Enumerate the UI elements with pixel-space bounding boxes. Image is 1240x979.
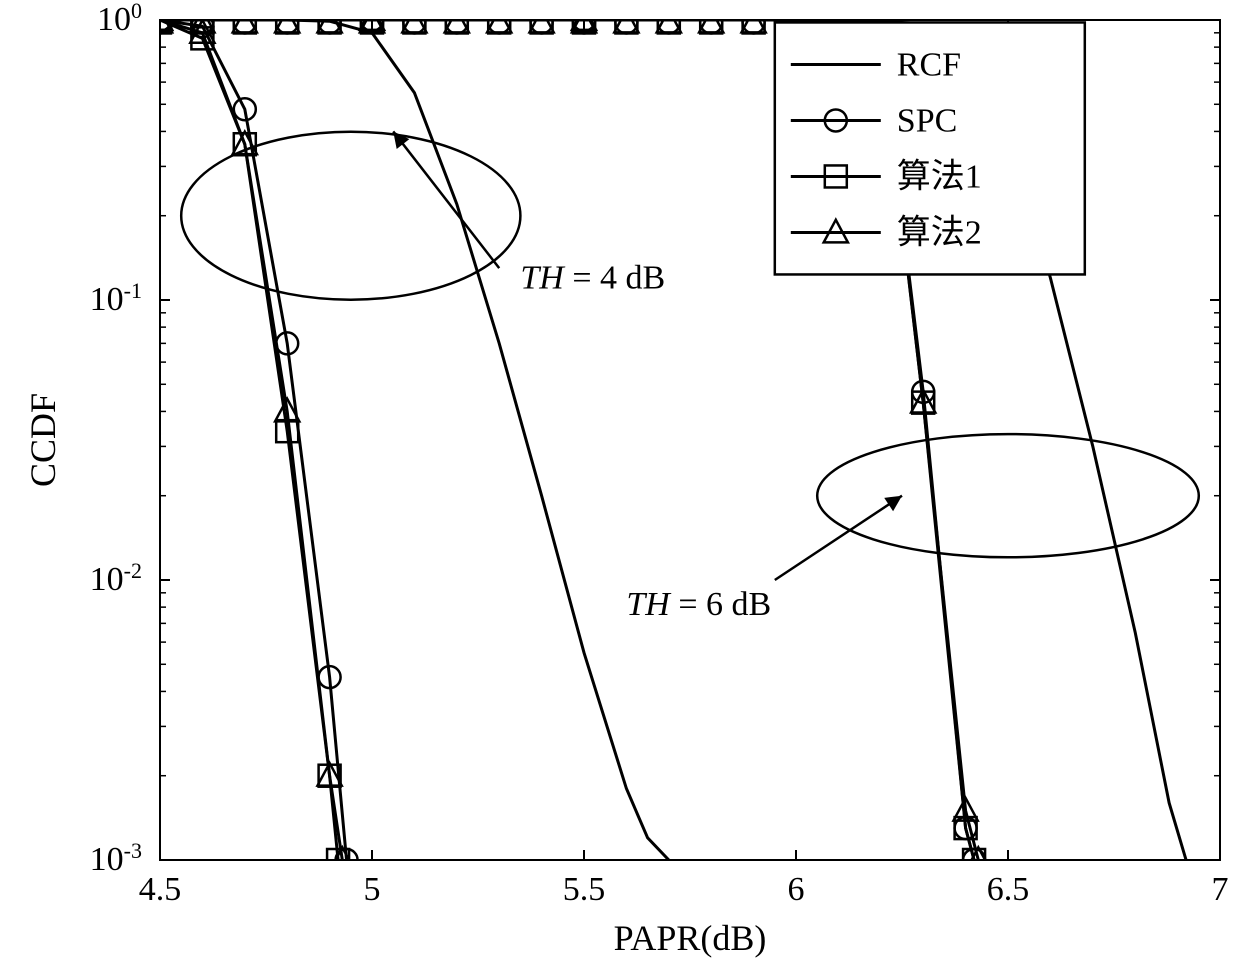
legend-item-label: SPC	[897, 102, 958, 139]
legend-item-label: 算法1	[897, 157, 982, 195]
x-axis-label: PAPR(dB)	[614, 918, 767, 958]
annotation-text-th6: TH = 6 dB	[626, 586, 771, 623]
x-tick-label: 4.5	[139, 871, 182, 908]
ccdf-papr-chart: 4.5 5 5.5 6 6.5 7 100 10-1 10-2 10-3 PAPR(dB) CCDF T…	[0, 0, 1240, 979]
y-tick-label: 10-2	[90, 558, 142, 599]
legend-item-label: RCF	[897, 46, 961, 83]
x-tick-label: 6.5	[987, 871, 1030, 908]
annotation-text-th4: TH = 4 dB	[520, 259, 665, 296]
x-tick-label: 7	[1212, 871, 1229, 908]
y-axis-label: CCDF	[23, 393, 63, 487]
legend: RCF SPC 算法1 算法2	[775, 22, 1085, 274]
legend-item-label: 算法2	[897, 213, 982, 251]
x-tick-label: 5.5	[563, 871, 606, 908]
x-tick-label: 6	[788, 871, 805, 908]
y-tick-label: 10-3	[90, 838, 142, 879]
y-tick-label: 10-1	[90, 278, 142, 319]
x-tick-label: 5	[364, 871, 381, 908]
y-tick-label: 100	[97, 0, 142, 38]
chart-svg: 4.5 5 5.5 6 6.5 7 100 10-1 10-2 10-3 PAPR(dB) CCDF T…	[0, 0, 1240, 979]
